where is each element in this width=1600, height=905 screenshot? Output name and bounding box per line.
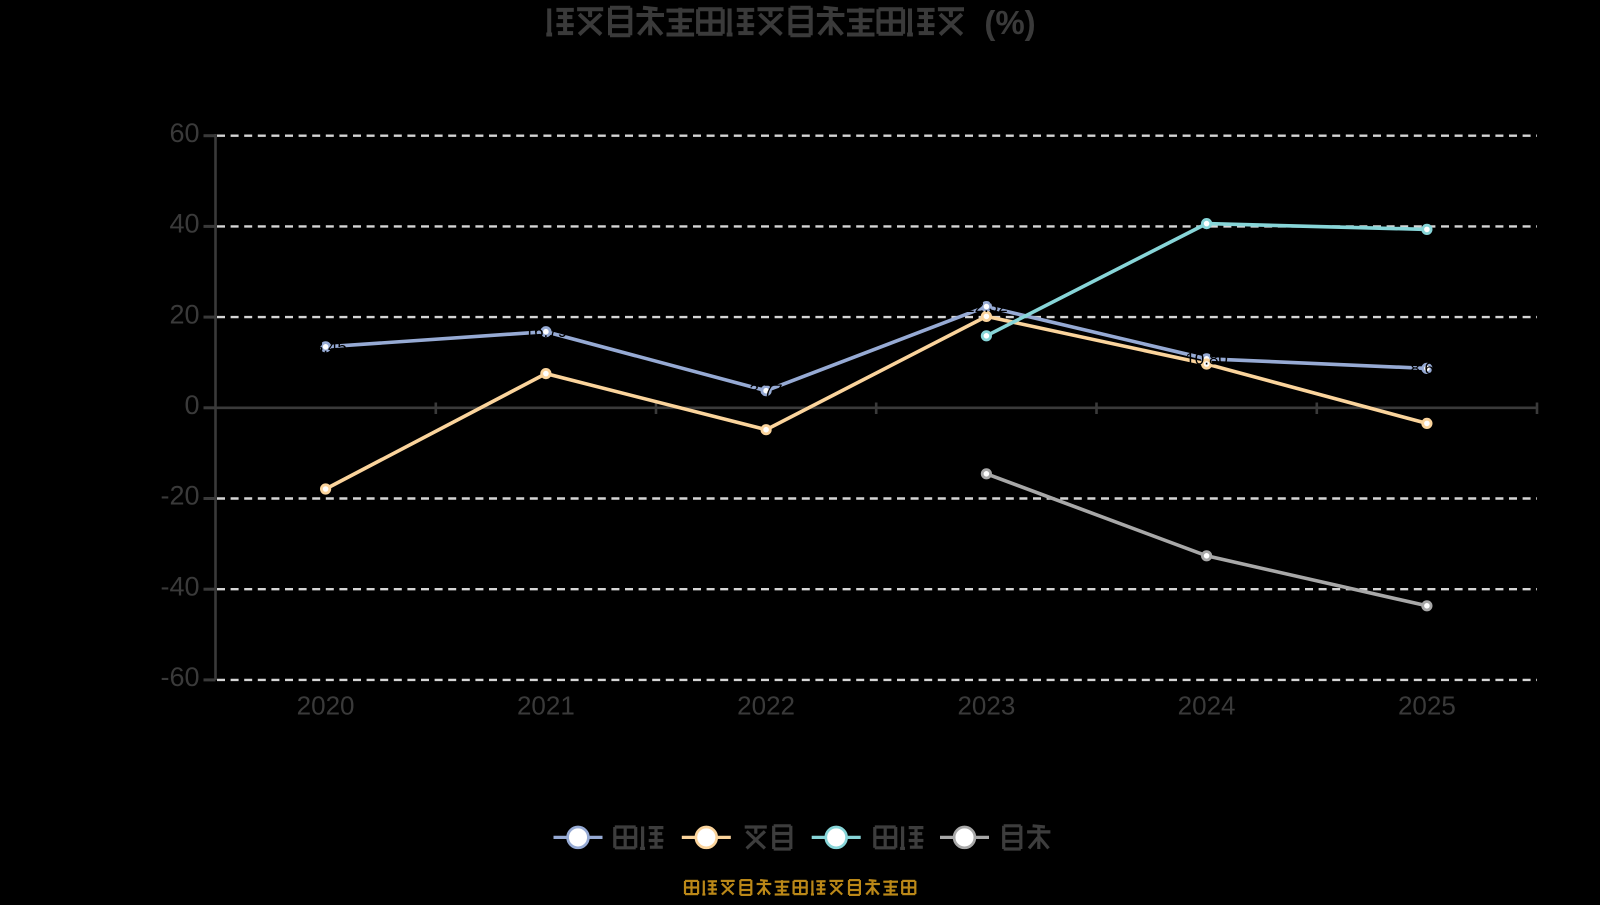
svg-text:3.77: 3.77 bbox=[750, 381, 783, 400]
svg-text:0: 0 bbox=[184, 390, 199, 420]
svg-text:2021: 2021 bbox=[517, 691, 575, 721]
svg-text:40: 40 bbox=[169, 209, 199, 239]
svg-text:10.80: 10.80 bbox=[1185, 349, 1228, 368]
svg-text:-20: -20 bbox=[160, 481, 199, 511]
svg-text:20: 20 bbox=[169, 299, 199, 329]
svg-text:2020: 2020 bbox=[297, 691, 355, 721]
svg-text:-40: -40 bbox=[160, 571, 199, 601]
svg-text:2024: 2024 bbox=[1178, 691, 1236, 721]
svg-text:8.68: 8.68 bbox=[1410, 359, 1443, 378]
svg-text:-60: -60 bbox=[160, 662, 199, 692]
svg-text:16.79: 16.79 bbox=[525, 322, 568, 341]
svg-text:13.45: 13.45 bbox=[304, 337, 347, 356]
svg-text:(%): (%) bbox=[984, 4, 1035, 41]
svg-text:2022: 2022 bbox=[737, 691, 795, 721]
svg-text:22.32: 22.32 bbox=[965, 297, 1008, 316]
svg-text:2023: 2023 bbox=[957, 691, 1015, 721]
svg-text:60: 60 bbox=[169, 118, 199, 148]
svg-text:2025: 2025 bbox=[1398, 691, 1456, 721]
